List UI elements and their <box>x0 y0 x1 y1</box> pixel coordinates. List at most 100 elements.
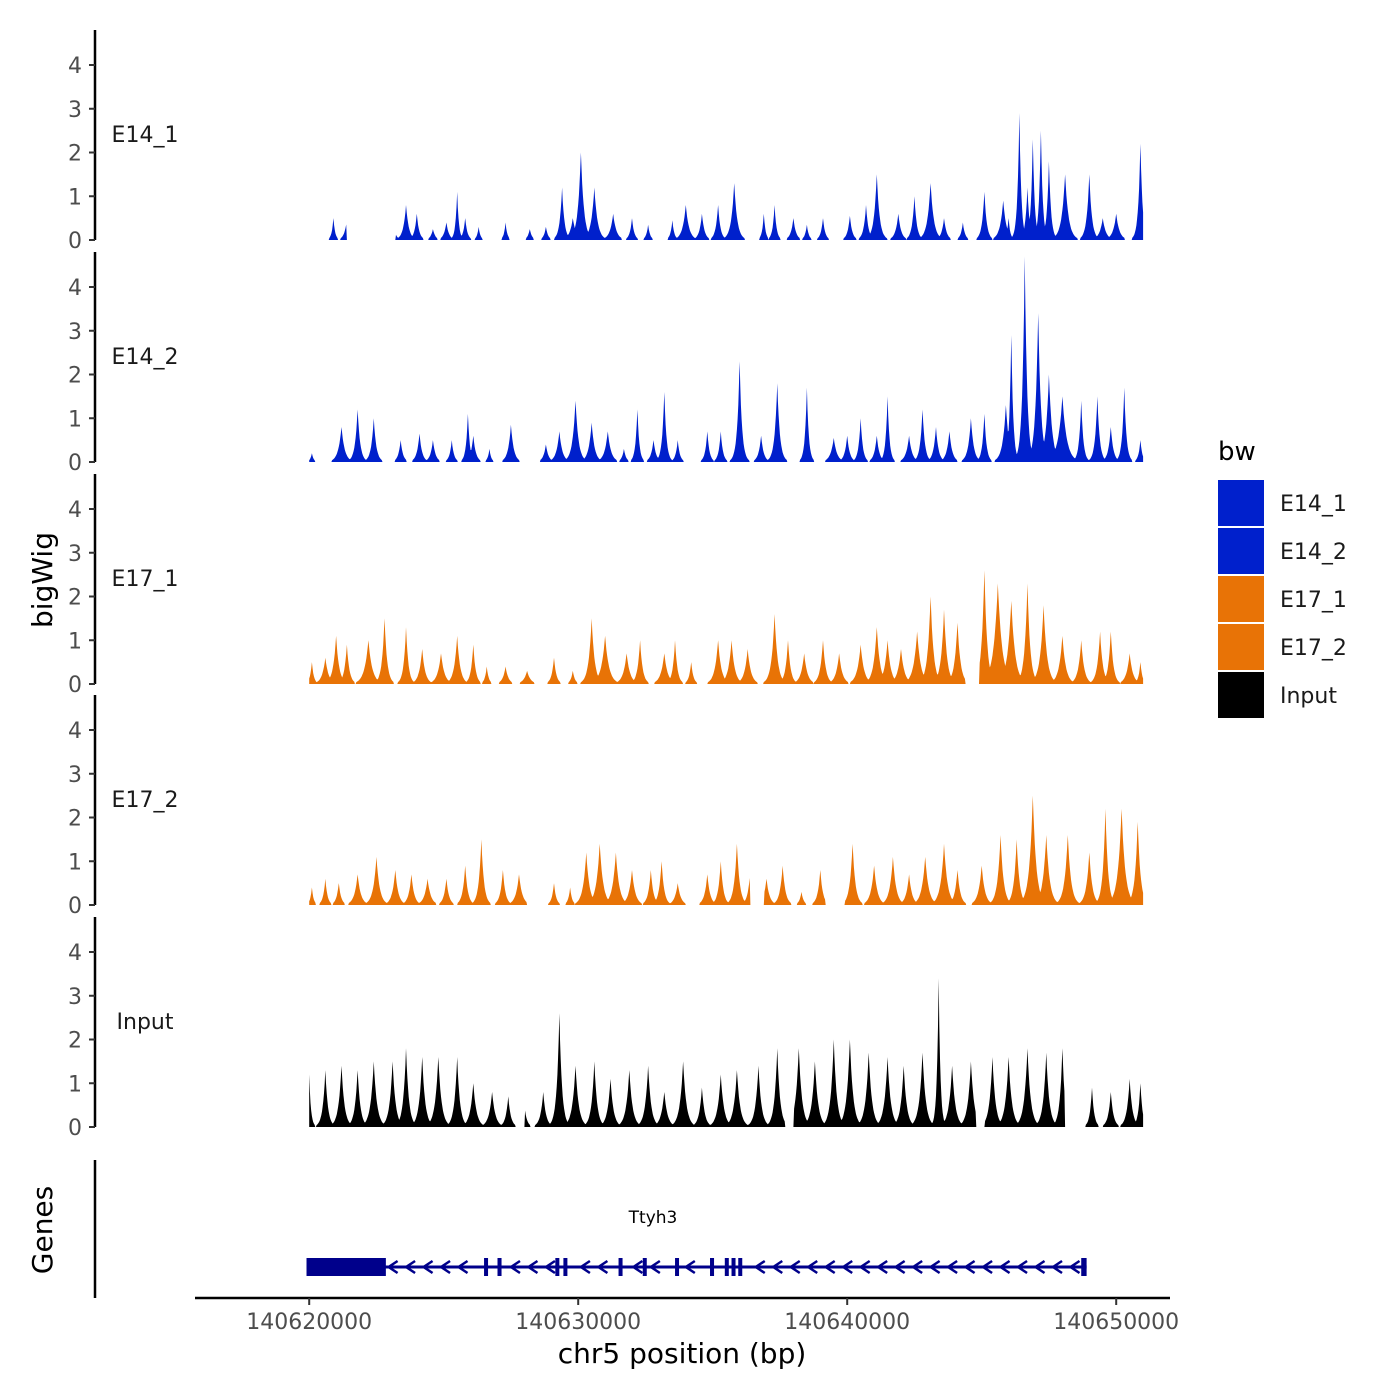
genes-axis-title: Genes <box>26 1186 59 1274</box>
y-tick-label: 4 <box>68 719 82 744</box>
y-tick-label: 1 <box>68 850 82 875</box>
strand-arrow <box>403 1259 416 1275</box>
y-tick-label: 0 <box>68 673 82 698</box>
y-tick-label: 2 <box>68 1029 82 1054</box>
strand-arrow <box>596 1259 609 1275</box>
gene-exon <box>306 1258 386 1276</box>
gene-name-label: Ttyh3 <box>628 1208 678 1228</box>
track-E14_2: 0 1 2 3 4 E14_2 <box>68 252 1144 476</box>
track-E14_1: 0 1 2 3 4 E14_1 <box>68 30 1144 254</box>
y-tick-label: 0 <box>68 229 82 254</box>
strand-arrow <box>945 1259 958 1275</box>
strand-arrow <box>840 1259 853 1275</box>
y-tick-label: 0 <box>68 894 82 919</box>
y-tick-label: 3 <box>68 985 82 1010</box>
y-tick-label: 3 <box>68 763 82 788</box>
x-tick-label: 140630000 <box>515 1310 641 1335</box>
strand-arrow <box>771 1259 783 1275</box>
x-axis-title: chr5 position (bp) <box>558 1337 807 1370</box>
x-tick-label: 140650000 <box>1053 1310 1179 1335</box>
coverage-tracks: 0 1 2 3 4 E14_1 0 1 2 3 4 E14_2 0 1 2 3 4 E17_1 0 1 2 3 4 E17_2… <box>68 30 1144 1141</box>
gene-exon <box>618 1258 623 1276</box>
strand-arrow <box>631 1259 644 1275</box>
y-tick-label: 0 <box>68 451 82 476</box>
strand-arrow <box>910 1259 923 1275</box>
y-axis-title: bigWig <box>26 532 59 628</box>
track-label-E14_2: E14_2 <box>112 345 179 370</box>
strand-arrow <box>858 1259 871 1275</box>
strand-arrow <box>788 1259 801 1275</box>
y-tick-label: 0 <box>68 1116 82 1141</box>
gene-exon <box>710 1258 715 1276</box>
legend: bw E14_1 E14_2 E17_1 E17_2 Input <box>1218 437 1347 718</box>
gene-exon <box>484 1258 489 1276</box>
strand-arrow <box>980 1259 993 1275</box>
legend-swatch-E17_2 <box>1218 624 1264 670</box>
y-tick-label: 4 <box>68 941 82 966</box>
legend-swatch-E17_1 <box>1218 576 1264 622</box>
strand-arrow <box>1050 1259 1063 1275</box>
track-label-E17_2: E17_2 <box>112 788 179 813</box>
strand-arrow <box>928 1259 941 1275</box>
legend-swatch-Input <box>1218 672 1264 718</box>
y-tick-label: 2 <box>68 807 82 832</box>
y-tick-label: 1 <box>68 407 82 432</box>
y-tick-label: 2 <box>68 142 82 167</box>
strand-arrow <box>875 1259 888 1275</box>
strand-arrow <box>508 1259 521 1275</box>
x-tick-label: 140620000 <box>246 1310 372 1335</box>
y-tick-label: 3 <box>68 98 82 123</box>
legend-label-E14_1: E14_1 <box>1280 492 1347 517</box>
y-tick-label: 4 <box>68 498 82 523</box>
coverage-area-E14_2 <box>309 256 1144 462</box>
strand-arrow <box>386 1259 399 1275</box>
x-axis: 140620000 140630000 140640000 140650000 <box>195 1296 1179 1335</box>
strand-arrow <box>753 1259 766 1275</box>
gene-exon <box>497 1258 502 1276</box>
track-E17_1: 0 1 2 3 4 E17_1 <box>68 474 1144 698</box>
legend-label-E17_2: E17_2 <box>1280 636 1347 661</box>
gene-exon <box>563 1258 568 1276</box>
strand-arrow <box>1068 1259 1081 1275</box>
strand-arrow <box>823 1259 836 1275</box>
strand-arrow <box>963 1259 976 1275</box>
legend-label-E14_2: E14_2 <box>1280 540 1347 565</box>
gene-exon <box>724 1258 729 1276</box>
strand-arrow <box>998 1259 1011 1275</box>
y-tick-label: 1 <box>68 185 82 210</box>
y-tick-label: 2 <box>68 364 82 389</box>
y-tick-label: 4 <box>68 54 82 79</box>
y-tick-label: 2 <box>68 586 82 611</box>
legend-label-Input: Input <box>1280 684 1337 709</box>
legend-label-E17_1: E17_1 <box>1280 588 1347 613</box>
strand-arrow <box>648 1259 661 1275</box>
legend-title: bw <box>1218 437 1256 467</box>
gene-exon <box>555 1258 560 1276</box>
track-label-E14_1: E14_1 <box>112 123 179 148</box>
gene-exon <box>1081 1258 1087 1276</box>
y-tick-label: 3 <box>68 320 82 345</box>
strand-arrow <box>1015 1259 1028 1275</box>
track-E17_2: 0 1 2 3 4 E17_2 <box>68 695 1144 919</box>
legend-swatch-E14_1 <box>1218 480 1264 526</box>
strand-arrow <box>456 1259 469 1275</box>
track-label-Input: Input <box>117 1010 174 1035</box>
strand-arrow <box>578 1259 591 1275</box>
track-Input: 0 1 2 3 4 Input <box>68 917 1144 1141</box>
x-tick-label: 140640000 <box>784 1310 910 1335</box>
strand-arrow <box>438 1259 451 1275</box>
gene-exon <box>731 1258 736 1276</box>
strand-arrow <box>421 1259 434 1275</box>
gene-exon <box>738 1258 743 1276</box>
gene-exon <box>642 1258 647 1276</box>
coverage-area-E14_1 <box>309 113 1144 240</box>
y-tick-label: 1 <box>68 629 82 654</box>
strand-arrow <box>893 1259 906 1275</box>
track-label-E17_1: E17_1 <box>112 567 179 592</box>
strand-arrow <box>526 1259 539 1275</box>
legend-swatch-E14_2 <box>1218 528 1264 574</box>
y-tick-label: 1 <box>68 1072 82 1097</box>
coverage-area-E17_2 <box>309 795 1144 905</box>
gene-exon <box>675 1258 680 1276</box>
